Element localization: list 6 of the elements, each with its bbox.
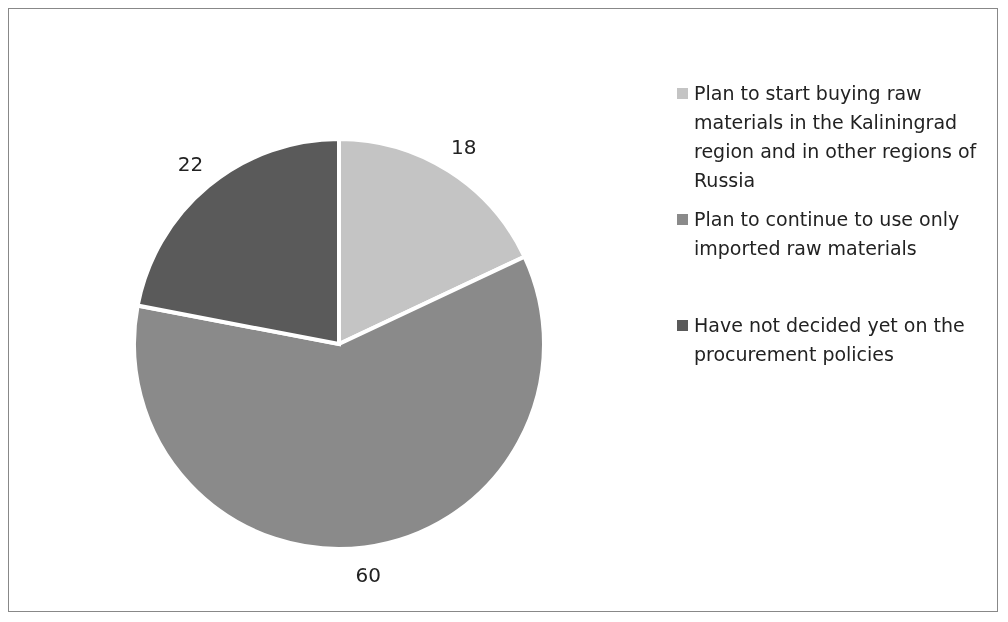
legend-label: Have not decided yet on the procurement policies <box>694 313 966 367</box>
data-label: 18 <box>451 135 477 160</box>
legend-label: Plan to continue to use only imported raw materials <box>694 207 961 261</box>
data-label: 60 <box>355 563 381 588</box>
legend-label: Plan to start buying raw materials in the Kaliningrad region and in other regions of Russia <box>694 81 977 193</box>
data-label: 22 <box>177 152 204 177</box>
